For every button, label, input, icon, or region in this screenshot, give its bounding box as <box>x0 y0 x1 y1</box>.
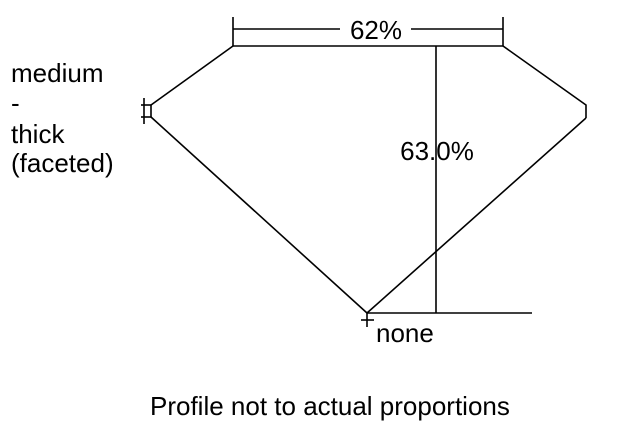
crown-right <box>502 45 587 118</box>
pavilion-left <box>150 116 368 314</box>
girdle-label: medium - thick (faceted) <box>11 58 114 178</box>
crown-left <box>150 45 234 106</box>
girdle-label-line: (faceted) <box>11 148 114 178</box>
girdle-marker <box>141 98 151 124</box>
girdle-label-line: - <box>11 88 20 118</box>
girdle-label-line: thick <box>11 119 65 149</box>
depth-dimension: 63.0% <box>367 46 532 314</box>
caption: Profile not to actual proportions <box>150 391 510 421</box>
depth-percent-label: 63.0% <box>400 136 474 166</box>
culet-marker <box>361 313 374 327</box>
table-percent-label: 62% <box>350 15 402 45</box>
girdle-label-line: medium <box>11 58 103 88</box>
culet-label: none <box>376 318 434 348</box>
gem-outline <box>150 45 587 314</box>
table-dimension: 62% <box>232 15 504 46</box>
pavilion-right <box>366 117 587 314</box>
